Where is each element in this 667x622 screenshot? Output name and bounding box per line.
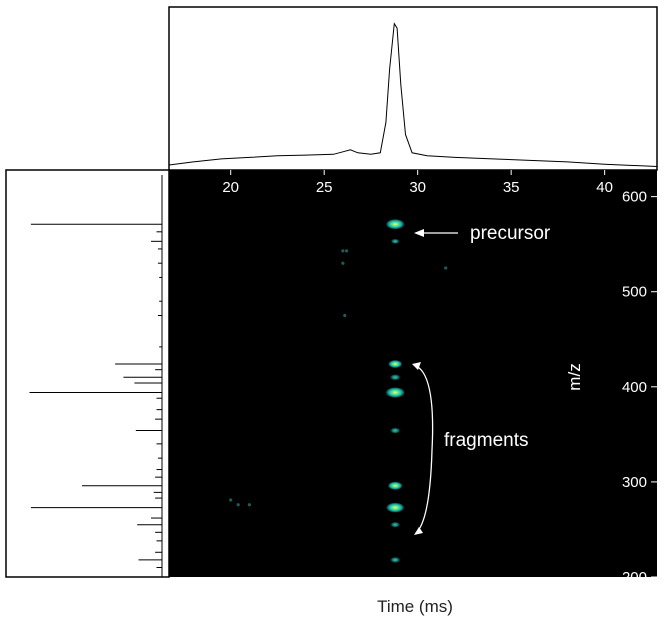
y-tick-label-600: 600 xyxy=(622,189,647,206)
faint-spot-5 xyxy=(229,498,233,502)
faint-spot-1 xyxy=(341,249,345,253)
mass-spectrum-frame xyxy=(5,169,170,578)
y-axis-ticks: 200 300 400 500 600 xyxy=(622,189,657,586)
y-tick-label-200: 200 xyxy=(622,569,647,586)
fragments-label: fragments xyxy=(444,430,528,451)
spot-mz-255 xyxy=(389,521,401,528)
x-axis-ticks: 20 25 30 35 40 xyxy=(222,170,613,196)
mass-spectrum-peaks xyxy=(29,223,162,568)
precursor-annotation: precursor xyxy=(414,223,551,244)
x-tick-label-30: 30 xyxy=(409,179,426,196)
spot-mz-394 xyxy=(385,387,406,399)
faint-spot-2 xyxy=(341,261,345,265)
faint-spot-3 xyxy=(343,313,347,318)
precursor-label: precursor xyxy=(470,223,551,244)
spot-mz-354 xyxy=(389,427,402,434)
y-tick-label-300: 300 xyxy=(622,474,647,491)
x-tick-label-40: 40 xyxy=(596,179,613,196)
drift-time-profile-panel xyxy=(168,6,658,171)
x-axis-title: Time (ms) xyxy=(377,597,453,616)
x-tick-label-35: 35 xyxy=(503,179,520,196)
faint-spot-0 xyxy=(345,249,349,253)
faint-spot-7 xyxy=(247,503,251,507)
fragments-annotation: fragments xyxy=(412,362,528,535)
y-axis-title: m/z xyxy=(565,363,584,390)
faint-spot-4 xyxy=(444,266,448,270)
spot-mz-571 xyxy=(385,218,405,230)
faint-spot-6 xyxy=(236,503,240,507)
drift-time-profile-frame xyxy=(168,6,658,171)
spot-mz-218 xyxy=(389,556,402,564)
y-tick-label-500: 500 xyxy=(622,284,647,301)
heatmap-background xyxy=(169,170,657,577)
y-tick-label-400: 400 xyxy=(622,379,647,396)
heatmap-spots xyxy=(385,218,406,564)
x-tick-label-20: 20 xyxy=(222,179,239,196)
spot-mz-410 xyxy=(389,373,402,381)
spot-mz-553 xyxy=(390,238,401,245)
heatmap-faint-spots xyxy=(229,249,448,507)
spot-mz-424 xyxy=(387,359,403,369)
spot-mz-273 xyxy=(385,502,405,513)
spot-mz-296 xyxy=(387,481,403,491)
mass-spectrum-panel xyxy=(5,169,170,578)
heatmap-panel: 20 25 30 35 40 200 300 400 500 600 precursor fra… xyxy=(169,170,657,586)
x-tick-label-25: 25 xyxy=(316,179,333,196)
drift-time-profile-line xyxy=(168,22,658,167)
